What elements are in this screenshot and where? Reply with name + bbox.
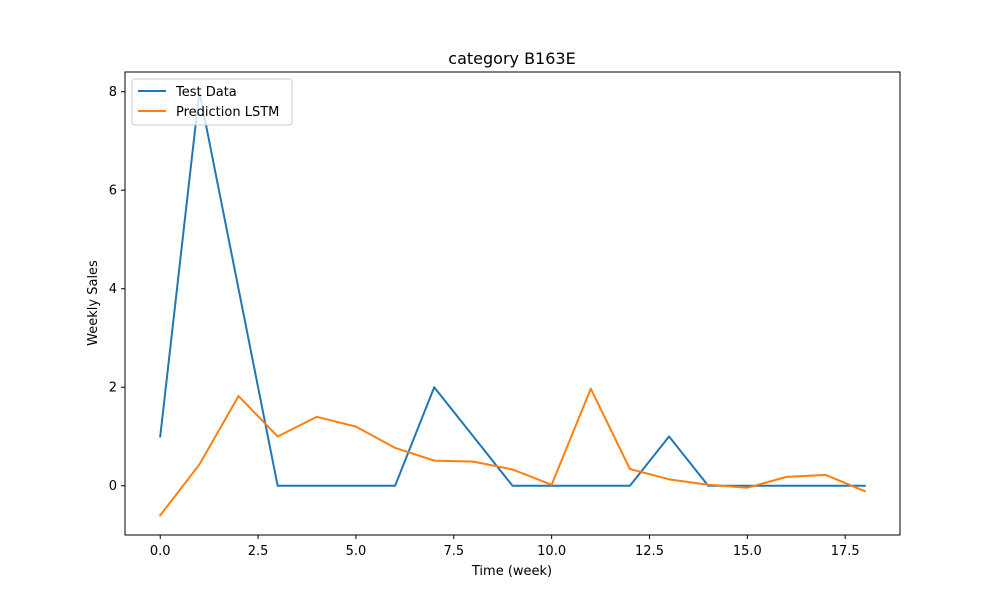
- x-tick-label: 7.5: [443, 544, 464, 559]
- x-tick-label: 15.0: [733, 544, 762, 559]
- legend-frame: [131, 78, 293, 126]
- series-layer: [158, 90, 867, 517]
- plot-frame: [124, 71, 901, 536]
- y-axis-label: Weekly Sales: [86, 260, 101, 346]
- x-tick-label: 12.5: [635, 544, 664, 559]
- legend-label-test-data: Test Data: [175, 85, 237, 100]
- y-tick-label: 8: [109, 85, 117, 100]
- y-axis-ticks: 0 2 4 6 8: [109, 85, 125, 494]
- y-tick-label: 2: [109, 381, 117, 396]
- legend-label-prediction-lstm: Prediction LSTM: [176, 105, 279, 120]
- x-tick-label: 17.5: [831, 544, 860, 559]
- x-tick-label: 0.0: [150, 544, 171, 559]
- y-tick-label: 4: [109, 282, 117, 297]
- x-tick-label: 2.5: [248, 544, 269, 559]
- series-line-test-data: [159, 90, 866, 487]
- y-tick-label: 6: [109, 184, 117, 199]
- x-axis-label: Time (week): [471, 564, 552, 579]
- y-tick-label: 0: [109, 479, 117, 494]
- legend: Test Data Prediction LSTM: [131, 78, 293, 126]
- x-tick-label: 10.0: [537, 544, 566, 559]
- chart-title: category B163E: [448, 49, 575, 68]
- x-tick-label: 5.0: [346, 544, 367, 559]
- x-axis-ticks: 0.0 2.5 5.0 7.5 10.0 12.5 15.0 17.5: [150, 535, 860, 559]
- series-line-prediction-lstm: [158, 387, 867, 517]
